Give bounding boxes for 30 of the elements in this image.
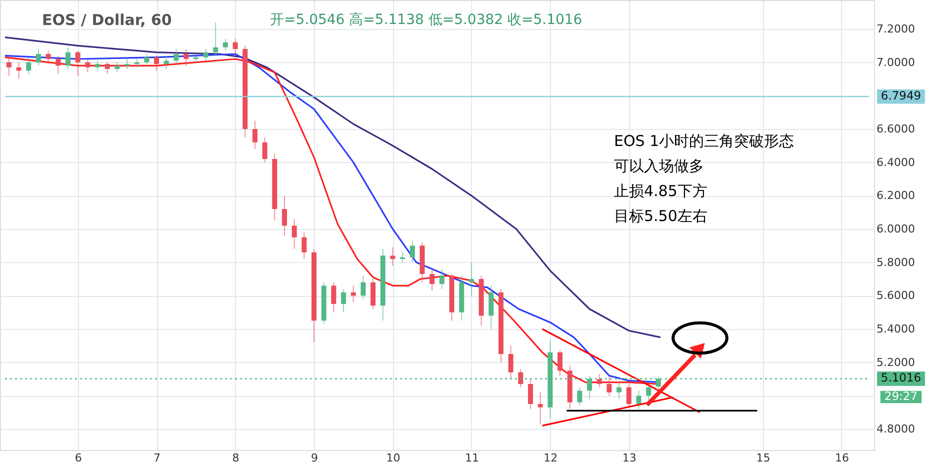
- y-tick-label: 6.0000: [876, 222, 915, 236]
- y-tick-label: 5.4000: [876, 322, 915, 336]
- x-tick-label: 11: [464, 452, 479, 464]
- annotation: 可以入场做多: [614, 157, 704, 175]
- text: 29:27: [884, 389, 918, 403]
- y-tick-label: 7.2000: [876, 22, 915, 36]
- ref-line-label: 6.7949: [880, 88, 922, 103]
- x-tick-label: 9: [310, 452, 318, 464]
- x-tick-label: 8: [232, 452, 240, 464]
- y-tick-label: 5.2000: [876, 356, 915, 369]
- x-tick-label: 6: [74, 452, 82, 464]
- y-tick-label: 5.8000: [876, 256, 915, 269]
- text: EOS / Dollar, 60: [42, 11, 172, 29]
- y-tick-label: 6.6000: [876, 122, 915, 136]
- x-tick-label: 7: [154, 452, 161, 464]
- y-tick-label: 6.4000: [876, 156, 915, 169]
- annotation: EOS 1小时的三角突破形态: [614, 132, 794, 150]
- annotation: 止损4.85下方: [614, 182, 708, 200]
- x-tick-label: 12: [544, 452, 558, 464]
- x-tick-label: 13: [622, 452, 636, 464]
- y-tick-label: 5.6000: [876, 289, 915, 302]
- annotation: 目标5.50左右: [614, 207, 708, 225]
- y-tick-label: 4.8000: [876, 422, 915, 436]
- x-tick-label: 10: [386, 452, 400, 464]
- ref-line-label: 5.1016: [880, 370, 922, 385]
- x-tick-label: 16: [834, 452, 849, 464]
- x-tick-label: 15: [756, 452, 770, 464]
- text: 开=5.0546 高=5.1138 低=5.0382 收=5.1016: [270, 12, 582, 28]
- y-tick-label: 6.2000: [876, 189, 915, 202]
- y-tick-label: 7.0000: [876, 56, 915, 69]
